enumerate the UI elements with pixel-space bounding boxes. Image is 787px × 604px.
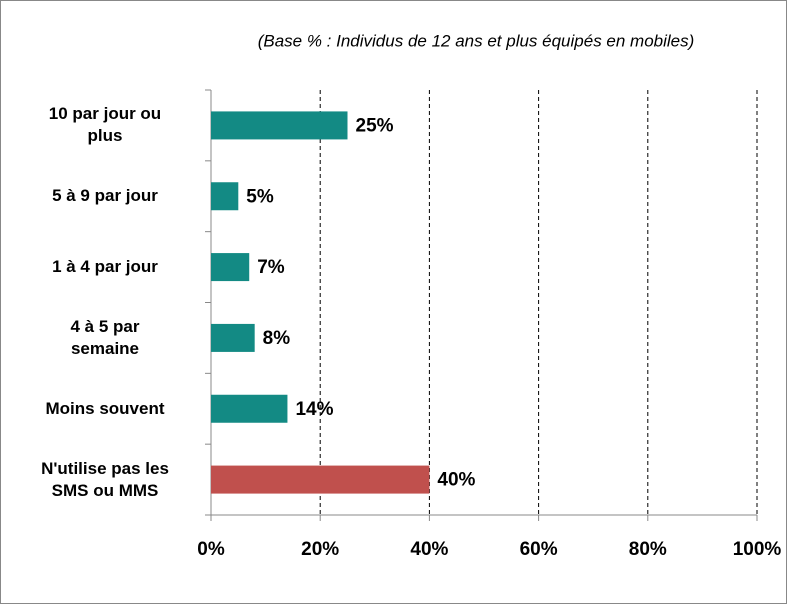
y-tick-label: 5 à 9 par jour [52, 186, 158, 206]
data-label: 14% [295, 399, 333, 420]
chart-subtitle: (Base % : Individus de 12 ans et plus éq… [258, 31, 695, 50]
y-tick-label: 4 à 5 par semaine [70, 316, 140, 358]
x-tick-label: 0% [197, 539, 225, 560]
bar [211, 182, 239, 211]
data-label: 8% [263, 328, 291, 349]
bar [211, 394, 288, 423]
bar [211, 323, 255, 352]
bar [211, 253, 250, 282]
y-tick-label: 10 par jour ou plus [48, 104, 162, 146]
x-tick-label: 40% [410, 539, 448, 560]
x-tick-label: 100% [733, 539, 782, 560]
data-label: 40% [437, 470, 475, 491]
data-label: 7% [257, 257, 285, 278]
y-tick-label: N'utilise pas les SMS ou MMS [41, 458, 169, 500]
x-tick-label: 60% [520, 539, 558, 560]
y-tick-label: 1 à 4 par jour [52, 257, 158, 277]
data-label: 25% [356, 115, 394, 136]
bar [211, 111, 348, 140]
bar [211, 465, 430, 494]
data-label: 5% [246, 186, 274, 207]
x-tick-label: 20% [301, 539, 339, 560]
y-tick-label: Moins souvent [45, 398, 165, 418]
x-tick-label: 80% [629, 539, 667, 560]
